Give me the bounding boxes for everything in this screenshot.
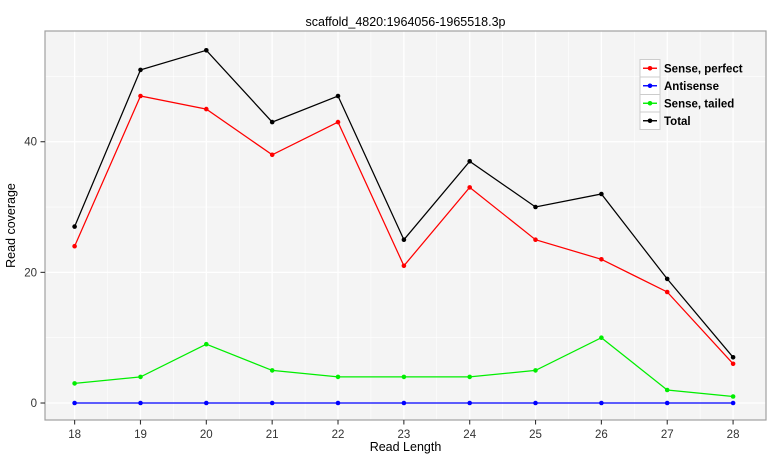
legend-entry-sense-tailed: Sense, tailed xyxy=(639,94,734,113)
legend-label: Sense, perfect xyxy=(664,63,743,75)
x-tick-label: 23 xyxy=(397,429,410,441)
data-point xyxy=(467,400,473,406)
legend-label: Total xyxy=(664,116,691,128)
data-point xyxy=(533,368,538,373)
data-point xyxy=(335,119,341,125)
legend-entry-antisense: Antisense xyxy=(639,76,719,95)
data-point xyxy=(730,355,736,360)
legend-key-point xyxy=(647,118,653,124)
y-axis-label: Read coverage xyxy=(4,183,18,268)
data-point xyxy=(138,93,143,99)
data-point xyxy=(730,400,736,406)
data-point xyxy=(269,368,275,373)
data-point xyxy=(269,119,275,125)
legend-key-point xyxy=(647,65,653,71)
minor-gridlines xyxy=(45,31,766,420)
data-point xyxy=(204,341,209,347)
data-point xyxy=(72,381,77,386)
data-point xyxy=(72,224,77,229)
series-sense-tailed xyxy=(72,335,736,399)
data-point xyxy=(599,257,604,262)
series-total xyxy=(72,48,736,360)
x-tick-label: 24 xyxy=(463,429,476,441)
y-tick-label: 40 xyxy=(24,137,37,149)
x-tick-label: 19 xyxy=(134,429,147,441)
series-sense-perfect xyxy=(72,93,736,367)
chart-title: scaffold_4820:1964056-1965518.3p xyxy=(306,15,506,29)
data-point xyxy=(599,191,604,197)
legend: Sense, perfect Antisense Sense, tailed Tota… xyxy=(639,59,743,130)
data-point xyxy=(533,400,538,406)
x-tick-label: 27 xyxy=(661,429,674,441)
data-point xyxy=(138,67,143,73)
data-point xyxy=(401,263,407,269)
y-tick-label: 20 xyxy=(24,267,37,279)
legend-label: Antisense xyxy=(664,81,719,93)
legend-key-point xyxy=(647,100,653,106)
data-point xyxy=(730,361,736,367)
data-point xyxy=(599,335,604,341)
y-tick-label: 0 xyxy=(31,398,37,410)
data-point xyxy=(401,400,407,406)
data-point xyxy=(664,387,670,393)
data-point xyxy=(138,400,143,406)
series-antisense xyxy=(72,400,736,406)
data-point xyxy=(269,400,275,406)
data-point xyxy=(533,237,538,242)
x-tick-label: 22 xyxy=(332,429,345,441)
data-point xyxy=(72,400,77,406)
x-tick-label: 26 xyxy=(595,429,608,441)
data-point xyxy=(269,152,275,158)
data-point xyxy=(664,289,670,295)
data-point xyxy=(467,185,473,190)
data-point xyxy=(664,276,670,282)
data-point xyxy=(467,374,473,380)
legend-entry-total: Total xyxy=(639,111,691,130)
data-point xyxy=(401,374,407,380)
data-point xyxy=(204,48,209,53)
x-tick-label: 21 xyxy=(266,429,279,441)
x-tick-label: 25 xyxy=(529,429,542,441)
data-point xyxy=(401,237,407,242)
x-axis-label: Read Length xyxy=(370,440,442,454)
data-point xyxy=(533,204,538,210)
data-point xyxy=(204,400,209,406)
legend-key-point xyxy=(647,83,653,89)
x-axis-ticks: 18 19 20 21 22 23 24 25 26 27 28 xyxy=(68,420,739,441)
data-point xyxy=(138,374,143,380)
x-tick-label: 18 xyxy=(68,429,81,441)
x-tick-label: 20 xyxy=(200,429,213,441)
data-point xyxy=(335,93,341,99)
x-tick-label: 28 xyxy=(727,429,740,441)
y-axis-ticks: 0 20 40 xyxy=(24,137,45,410)
data-point xyxy=(204,106,209,112)
legend-entry-sense-perfect: Sense, perfect xyxy=(639,59,743,78)
panel-border xyxy=(44,30,767,421)
data-point xyxy=(599,400,604,406)
data-point xyxy=(467,159,473,164)
data-point xyxy=(730,394,736,399)
data-point xyxy=(72,243,77,249)
data-point xyxy=(335,374,341,380)
data-point xyxy=(335,400,341,406)
data-point xyxy=(664,400,670,406)
legend-label: Sense, tailed xyxy=(664,98,734,110)
